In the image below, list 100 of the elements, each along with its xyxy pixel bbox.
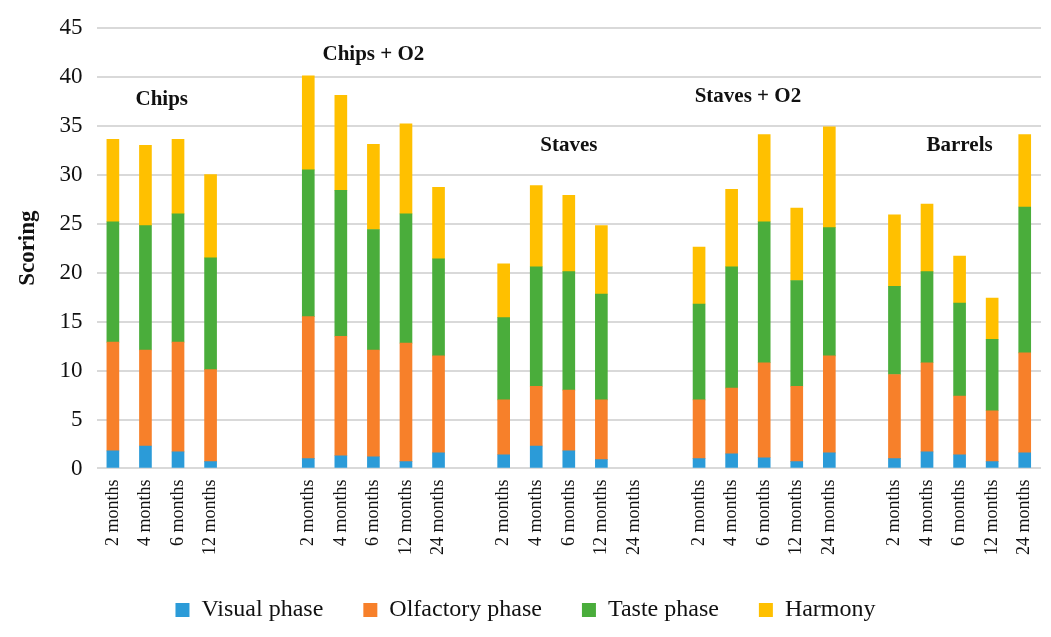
bar (139, 349, 152, 447)
bar (106, 450, 120, 468)
x-tick-label: 6 months (948, 479, 969, 547)
y-tick-label: 35 (59, 111, 83, 137)
annotation: Staves (540, 131, 598, 156)
bar (985, 338, 999, 412)
bar (497, 317, 510, 401)
bar (953, 255, 966, 304)
x-tick-label: 6 months (362, 479, 383, 547)
bar (139, 144, 152, 226)
x-tick-label: 2 months (101, 479, 122, 547)
bar (595, 225, 608, 295)
bar (399, 123, 413, 215)
bar (529, 185, 543, 268)
y-tick-label: 0 (71, 454, 83, 480)
bar (920, 451, 934, 468)
bar (822, 452, 836, 468)
bar (497, 263, 510, 319)
bar (757, 221, 771, 364)
bar (334, 95, 348, 191)
bar (595, 293, 608, 401)
y-tick-label: 25 (59, 209, 83, 235)
bar (920, 203, 934, 272)
x-tick-label: 12 months (590, 479, 611, 556)
bar (757, 457, 771, 468)
bar (367, 456, 380, 468)
bar (725, 453, 738, 468)
bar (301, 316, 315, 460)
bar (171, 213, 185, 343)
bar (334, 335, 348, 457)
bar (790, 207, 804, 281)
bar (171, 341, 185, 453)
bar (692, 246, 706, 305)
x-tick-label: 6 months (166, 479, 187, 547)
bar (822, 126, 836, 228)
bar (301, 169, 315, 318)
x-tick-label: 6 months (752, 479, 773, 547)
legend-label: Olfactory phase (389, 595, 542, 622)
bar (790, 280, 804, 387)
bar (171, 451, 185, 468)
bar (204, 369, 217, 462)
bar (757, 134, 771, 223)
bar (529, 385, 543, 447)
bar (790, 461, 804, 468)
bar (1018, 206, 1032, 354)
bar (692, 399, 706, 460)
x-tick-label: 24 months (427, 479, 448, 556)
bar (1018, 352, 1032, 454)
x-tick-label: 4 months (329, 479, 350, 547)
annotation: Barrels (926, 131, 993, 156)
bar (1018, 134, 1032, 208)
bar (204, 461, 217, 468)
bar (725, 189, 738, 268)
x-tick-label: 6 months (557, 479, 578, 547)
bar (1018, 452, 1032, 468)
bar (432, 452, 445, 468)
x-tick-label: 12 months (394, 479, 415, 556)
y-tick-label: 10 (59, 356, 83, 382)
bar (529, 445, 543, 468)
bar (822, 227, 836, 357)
bar (790, 385, 804, 462)
bar (562, 271, 576, 391)
x-tick-label: 12 months (785, 479, 806, 556)
bar (692, 458, 706, 468)
bar (367, 229, 380, 351)
y-tick-label: 30 (59, 160, 83, 186)
x-tick-label: 24 months (622, 479, 643, 556)
bar (432, 355, 445, 454)
bar (171, 139, 185, 215)
legend-label: Visual phase (201, 595, 324, 622)
bar (367, 144, 380, 230)
x-tick-label: 2 months (492, 479, 513, 547)
bar (399, 213, 413, 344)
bar (757, 362, 771, 459)
bar (920, 271, 934, 364)
x-tick-label: 24 months (1013, 479, 1034, 556)
bar (985, 410, 999, 462)
bar (497, 454, 510, 468)
bar (985, 297, 999, 340)
bar (953, 454, 966, 468)
y-tick-label: 5 (71, 405, 83, 431)
bar (367, 349, 380, 458)
bar (920, 362, 934, 453)
bar (888, 458, 901, 468)
bar (399, 342, 413, 462)
bar (432, 258, 445, 357)
bar (106, 221, 120, 343)
annotation: Chips + O2 (322, 40, 425, 65)
legend-label: Harmony (784, 595, 876, 622)
bar (822, 355, 836, 454)
y-tick-label: 40 (59, 62, 83, 88)
bar (432, 187, 445, 260)
bar (562, 450, 576, 468)
x-tick-label: 2 months (883, 479, 904, 547)
bar (399, 461, 413, 468)
x-tick-label: 4 months (524, 479, 545, 547)
bar (985, 461, 999, 468)
bar (106, 139, 120, 223)
bar (497, 399, 510, 456)
y-tick-label: 20 (59, 258, 83, 284)
